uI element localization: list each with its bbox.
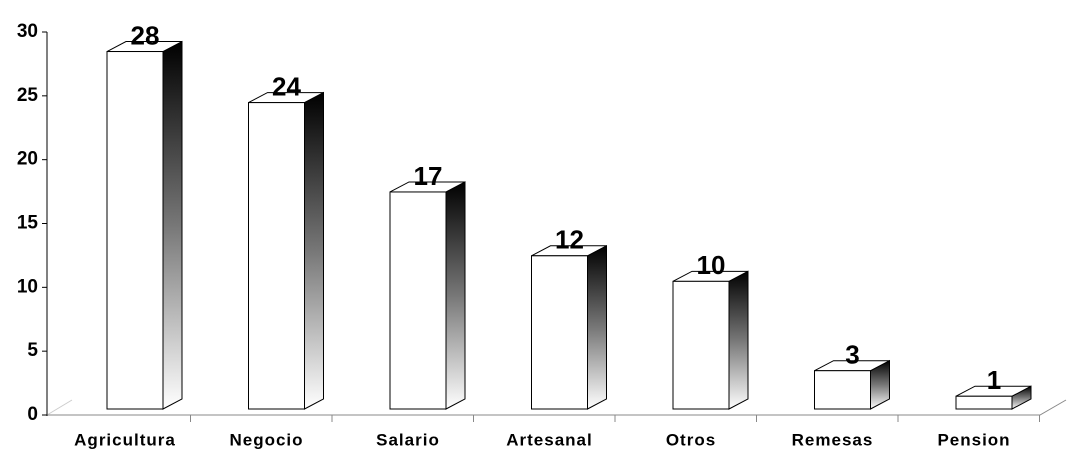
y-tick-label: 20 xyxy=(17,149,38,170)
bar-side xyxy=(445,181,466,410)
bar-side xyxy=(728,270,749,410)
value-label: 3 xyxy=(845,340,859,370)
y-tick-label: 0 xyxy=(27,404,38,425)
value-label: 12 xyxy=(555,225,584,255)
bar xyxy=(389,191,447,410)
y-tick-label: 10 xyxy=(17,276,38,297)
bar-side xyxy=(304,91,324,410)
bar xyxy=(248,102,305,410)
y-tick-label: 30 xyxy=(17,21,38,42)
value-label: 17 xyxy=(414,161,443,191)
bar xyxy=(672,280,730,410)
x-tick-label: Agricultura xyxy=(74,430,176,449)
y-tick-label: 25 xyxy=(17,85,39,106)
x-tick-label: Otros xyxy=(666,430,716,449)
x-tick-label: Remesas xyxy=(792,430,874,449)
x-tick-label: Artesanal xyxy=(506,430,592,449)
bar xyxy=(955,395,1013,410)
bar-side xyxy=(587,244,607,410)
y-tick-label: 15 xyxy=(17,213,39,234)
bar-side xyxy=(162,40,183,410)
bar xyxy=(814,370,871,410)
floor-edge xyxy=(46,399,73,416)
x-tick-label: Salario xyxy=(376,430,440,449)
bar xyxy=(531,255,588,410)
y-tick-label: 5 xyxy=(27,340,38,361)
x-tick-label: Pension xyxy=(937,430,1010,449)
value-label: 1 xyxy=(987,365,1001,395)
bar xyxy=(106,51,164,410)
value-label: 28 xyxy=(131,20,160,50)
x-tick-label: Negocio xyxy=(229,430,303,449)
value-label: 24 xyxy=(272,71,301,101)
value-label: 10 xyxy=(697,250,726,280)
